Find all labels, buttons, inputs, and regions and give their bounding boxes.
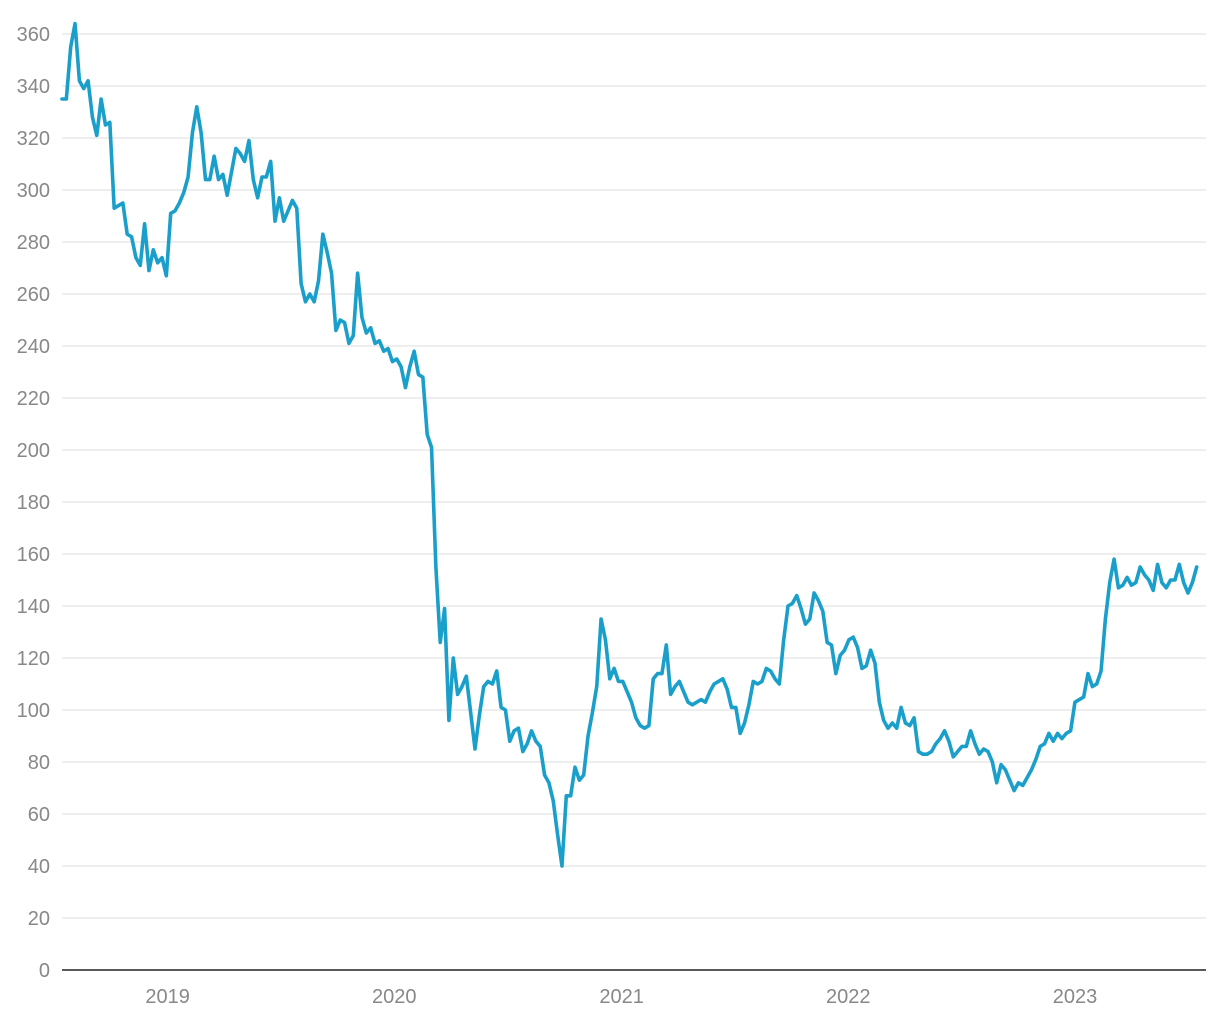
x-axis-tick-labels: 2019 2020 2021 2022 2023 <box>145 986 1097 1008</box>
x-tick-label-2021: 2021 <box>599 986 644 1008</box>
y-tick-label-0: 0 <box>39 960 50 982</box>
y-tick-label-300: 300 <box>17 180 50 202</box>
series-layer <box>60 21 1199 868</box>
y-tick-label-160: 160 <box>17 544 50 566</box>
y-tick-label-80: 80 <box>28 752 50 774</box>
y-tick-label-220: 220 <box>17 388 50 410</box>
y-tick-label-120: 120 <box>17 648 50 670</box>
y-tick-label-180: 180 <box>17 492 50 514</box>
x-tick-label-2019: 2019 <box>145 986 190 1008</box>
y-tick-label-340: 340 <box>17 76 50 98</box>
y-tick-label-40: 40 <box>28 856 50 878</box>
y-tick-label-280: 280 <box>17 232 50 254</box>
y-tick-label-100: 100 <box>17 700 50 722</box>
series-line-0 <box>60 21 1199 868</box>
y-tick-label-260: 260 <box>17 284 50 306</box>
y-tick-label-200: 200 <box>17 440 50 462</box>
y-tick-label-320: 320 <box>17 128 50 150</box>
y-axis-tick-labels: 0 20 40 60 80 100 120 140 160 180 200 220 240 260 280 3… <box>17 24 50 982</box>
y-tick-label-140: 140 <box>17 596 50 618</box>
x-tick-label-2023: 2023 <box>1053 986 1098 1008</box>
y-tick-label-360: 360 <box>17 24 50 46</box>
x-tick-label-2022: 2022 <box>826 986 871 1008</box>
gridlines <box>62 33 1206 919</box>
y-tick-label-240: 240 <box>17 336 50 358</box>
y-tick-label-60: 60 <box>28 804 50 826</box>
x-tick-label-2020: 2020 <box>372 986 417 1008</box>
y-tick-label-20: 20 <box>28 908 50 930</box>
